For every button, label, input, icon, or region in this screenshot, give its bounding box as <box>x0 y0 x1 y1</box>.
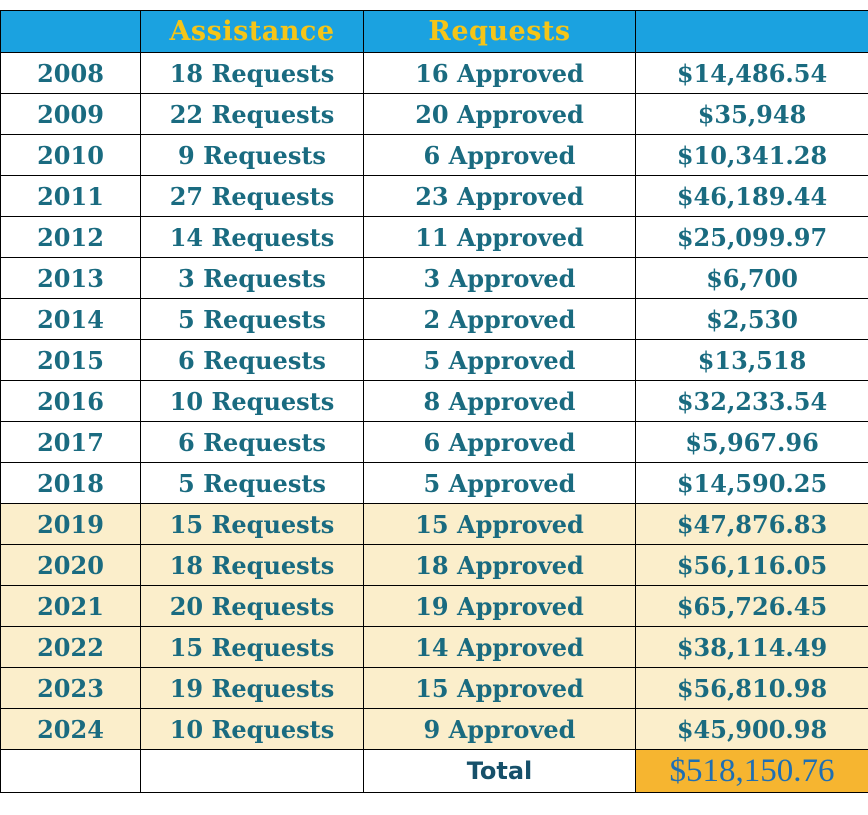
table-header: Assistance Requests <box>0 10 868 53</box>
year-cell: 2021 <box>0 585 141 627</box>
table-body: 2008 18 Requests 16 Approved $14,486.54 2009… <box>0 52 868 750</box>
requests-cell: 20 Requests <box>140 585 364 627</box>
header-cell-amount <box>635 10 868 53</box>
requests-cell: 5 Requests <box>140 462 364 504</box>
approved-cell: 18 Approved <box>363 544 636 586</box>
approved-cell: 20 Approved <box>363 93 636 135</box>
amount-cell: $45,900.98 <box>635 708 868 750</box>
year-cell: 2023 <box>0 667 141 709</box>
table-row: 2010 9 Requests 6 Approved $10,341.28 <box>0 134 868 176</box>
amount-cell: $13,518 <box>635 339 868 381</box>
year-cell: 2019 <box>0 503 141 545</box>
year-cell: 2024 <box>0 708 141 750</box>
approved-cell: 6 Approved <box>363 421 636 463</box>
requests-cell: 6 Requests <box>140 339 364 381</box>
table-row: 2013 3 Requests 3 Approved $6,700 <box>0 257 868 299</box>
year-cell: 2009 <box>0 93 141 135</box>
table-row: 2008 18 Requests 16 Approved $14,486.54 <box>0 52 868 94</box>
approved-cell: 15 Approved <box>363 667 636 709</box>
table-row: 2012 14 Requests 11 Approved $25,099.97 <box>0 216 868 258</box>
requests-cell: 27 Requests <box>140 175 364 217</box>
header-cell-requests: Requests <box>363 10 636 53</box>
approved-cell: 9 Approved <box>363 708 636 750</box>
amount-cell: $56,116.05 <box>635 544 868 586</box>
approved-cell: 3 Approved <box>363 257 636 299</box>
table-row: 2015 6 Requests 5 Approved $13,518 <box>0 339 868 381</box>
requests-cell: 22 Requests <box>140 93 364 135</box>
year-cell: 2020 <box>0 544 141 586</box>
approved-cell: 16 Approved <box>363 52 636 94</box>
total-row: Total $518,150.76 <box>0 749 868 793</box>
year-cell: 2011 <box>0 175 141 217</box>
approved-cell: 6 Approved <box>363 134 636 176</box>
requests-cell: 10 Requests <box>140 380 364 422</box>
year-cell: 2016 <box>0 380 141 422</box>
requests-cell: 3 Requests <box>140 257 364 299</box>
amount-cell: $32,233.54 <box>635 380 868 422</box>
approved-cell: 5 Approved <box>363 339 636 381</box>
table-row: 2023 19 Requests 15 Approved $56,810.98 <box>0 667 868 709</box>
amount-cell: $56,810.98 <box>635 667 868 709</box>
header-row: Assistance Requests <box>0 10 868 53</box>
table-row: 2021 20 Requests 19 Approved $65,726.45 <box>0 585 868 627</box>
year-cell: 2012 <box>0 216 141 258</box>
year-cell: 2013 <box>0 257 141 299</box>
total-empty-cell <box>140 749 364 793</box>
approved-cell: 8 Approved <box>363 380 636 422</box>
table-row: 2016 10 Requests 8 Approved $32,233.54 <box>0 380 868 422</box>
header-cell-year <box>0 10 141 53</box>
amount-cell: $47,876.83 <box>635 503 868 545</box>
amount-cell: $14,590.25 <box>635 462 868 504</box>
approved-cell: 5 Approved <box>363 462 636 504</box>
approved-cell: 23 Approved <box>363 175 636 217</box>
requests-cell: 18 Requests <box>140 52 364 94</box>
requests-cell: 14 Requests <box>140 216 364 258</box>
amount-cell: $14,486.54 <box>635 52 868 94</box>
total-value: $518,150.76 <box>635 749 868 793</box>
amount-cell: $35,948 <box>635 93 868 135</box>
approved-cell: 11 Approved <box>363 216 636 258</box>
table-row: 2017 6 Requests 6 Approved $5,967.96 <box>0 421 868 463</box>
table-footer: Total $518,150.76 <box>0 749 868 793</box>
approved-cell: 15 Approved <box>363 503 636 545</box>
amount-cell: $2,530 <box>635 298 868 340</box>
amount-cell: $5,967.96 <box>635 421 868 463</box>
year-cell: 2015 <box>0 339 141 381</box>
amount-cell: $10,341.28 <box>635 134 868 176</box>
requests-cell: 10 Requests <box>140 708 364 750</box>
table-row: 2019 15 Requests 15 Approved $47,876.83 <box>0 503 868 545</box>
amount-cell: $38,114.49 <box>635 626 868 668</box>
requests-cell: 15 Requests <box>140 626 364 668</box>
requests-cell: 15 Requests <box>140 503 364 545</box>
approved-cell: 19 Approved <box>363 585 636 627</box>
header-cell-assistance: Assistance <box>140 10 364 53</box>
table-row: 2011 27 Requests 23 Approved $46,189.44 <box>0 175 868 217</box>
approved-cell: 2 Approved <box>363 298 636 340</box>
table-row: 2020 18 Requests 18 Approved $56,116.05 <box>0 544 868 586</box>
table-row: 2009 22 Requests 20 Approved $35,948 <box>0 93 868 135</box>
amount-cell: $25,099.97 <box>635 216 868 258</box>
year-cell: 2014 <box>0 298 141 340</box>
year-cell: 2017 <box>0 421 141 463</box>
approved-cell: 14 Approved <box>363 626 636 668</box>
amount-cell: $6,700 <box>635 257 868 299</box>
table-row: 2014 5 Requests 2 Approved $2,530 <box>0 298 868 340</box>
total-empty-cell <box>0 749 141 793</box>
requests-cell: 6 Requests <box>140 421 364 463</box>
year-cell: 2018 <box>0 462 141 504</box>
requests-cell: 9 Requests <box>140 134 364 176</box>
requests-cell: 18 Requests <box>140 544 364 586</box>
year-cell: 2010 <box>0 134 141 176</box>
amount-cell: $65,726.45 <box>635 585 868 627</box>
requests-cell: 5 Requests <box>140 298 364 340</box>
requests-cell: 19 Requests <box>140 667 364 709</box>
assistance-table: Assistance Requests 2008 18 Requests 16 Ap… <box>0 10 868 793</box>
year-cell: 2008 <box>0 52 141 94</box>
amount-cell: $46,189.44 <box>635 175 868 217</box>
year-cell: 2022 <box>0 626 141 668</box>
table-row: 2022 15 Requests 14 Approved $38,114.49 <box>0 626 868 668</box>
table-row: 2018 5 Requests 5 Approved $14,590.25 <box>0 462 868 504</box>
table-row: 2024 10 Requests 9 Approved $45,900.98 <box>0 708 868 750</box>
total-label: Total <box>363 749 636 793</box>
